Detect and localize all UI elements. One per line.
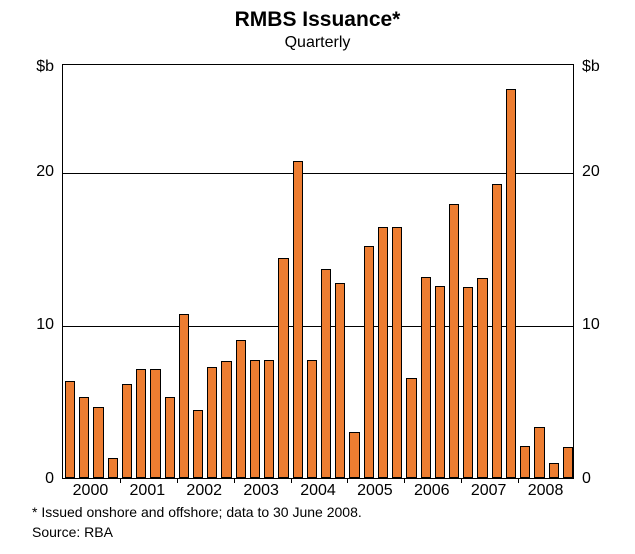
bar bbox=[136, 369, 146, 478]
bar bbox=[221, 361, 231, 478]
x-tick bbox=[120, 478, 121, 483]
bar bbox=[179, 314, 189, 478]
bar bbox=[406, 378, 416, 478]
x-tick bbox=[234, 478, 235, 483]
bar bbox=[207, 367, 217, 478]
chart-subtitle: Quarterly bbox=[0, 34, 635, 52]
y-tick-label-right: 20 bbox=[582, 163, 600, 181]
x-year-label: 2006 bbox=[414, 482, 450, 500]
bar bbox=[421, 277, 431, 478]
gridline bbox=[63, 173, 573, 174]
bar bbox=[150, 369, 160, 478]
y-tick-label-left: 10 bbox=[36, 316, 54, 334]
bar bbox=[463, 287, 473, 478]
bar bbox=[506, 89, 516, 478]
x-year-label: 2005 bbox=[357, 482, 393, 500]
bar bbox=[534, 427, 544, 478]
bar bbox=[378, 227, 388, 478]
y-tick-label-left: 0 bbox=[45, 470, 54, 488]
bar bbox=[492, 184, 502, 478]
bar bbox=[264, 360, 274, 478]
bar bbox=[520, 446, 530, 478]
bar bbox=[392, 227, 402, 478]
x-tick bbox=[518, 478, 519, 483]
bar bbox=[193, 410, 203, 478]
x-year-label: 2000 bbox=[73, 482, 109, 500]
bar bbox=[293, 161, 303, 478]
x-year-label: 2007 bbox=[471, 482, 507, 500]
x-tick bbox=[291, 478, 292, 483]
x-year-label: 2008 bbox=[528, 482, 564, 500]
x-tick bbox=[404, 478, 405, 483]
bar bbox=[477, 278, 487, 478]
x-tick bbox=[347, 478, 348, 483]
y-tick-label-left: 20 bbox=[36, 163, 54, 181]
plot-region bbox=[62, 64, 574, 479]
bar bbox=[278, 258, 288, 478]
x-year-label: 2003 bbox=[243, 482, 279, 500]
bar bbox=[108, 458, 118, 478]
source-text: Source: RBA bbox=[32, 524, 113, 540]
bar bbox=[122, 384, 132, 478]
bar bbox=[236, 340, 246, 478]
bar bbox=[364, 246, 374, 478]
bar bbox=[435, 286, 445, 478]
bar bbox=[79, 397, 89, 478]
x-year-label: 2002 bbox=[186, 482, 222, 500]
footnote-text: * Issued onshore and offshore; data to 3… bbox=[32, 504, 362, 520]
chart-area: $b $b 0010102020200020012002200320042005… bbox=[62, 64, 574, 479]
chart-title: RMBS Issuance* bbox=[0, 0, 635, 32]
y-tick-label-right: 10 bbox=[582, 316, 600, 334]
bar bbox=[65, 381, 75, 478]
bar bbox=[93, 407, 103, 478]
x-tick bbox=[177, 478, 178, 483]
y-unit-right: $b bbox=[582, 58, 600, 76]
x-year-label: 2001 bbox=[130, 482, 166, 500]
bar bbox=[449, 204, 459, 478]
y-unit-left: $b bbox=[36, 58, 54, 76]
bar bbox=[321, 269, 331, 478]
bar bbox=[250, 360, 260, 478]
bar bbox=[349, 432, 359, 478]
bar bbox=[563, 447, 573, 478]
bar bbox=[307, 360, 317, 478]
x-year-label: 2004 bbox=[300, 482, 336, 500]
y-tick-label-right: 0 bbox=[582, 470, 591, 488]
bar bbox=[335, 283, 345, 478]
chart-container: RMBS Issuance* Quarterly $b $b 001010202… bbox=[0, 0, 635, 554]
bar bbox=[549, 463, 559, 478]
bar bbox=[165, 397, 175, 478]
x-tick bbox=[461, 478, 462, 483]
